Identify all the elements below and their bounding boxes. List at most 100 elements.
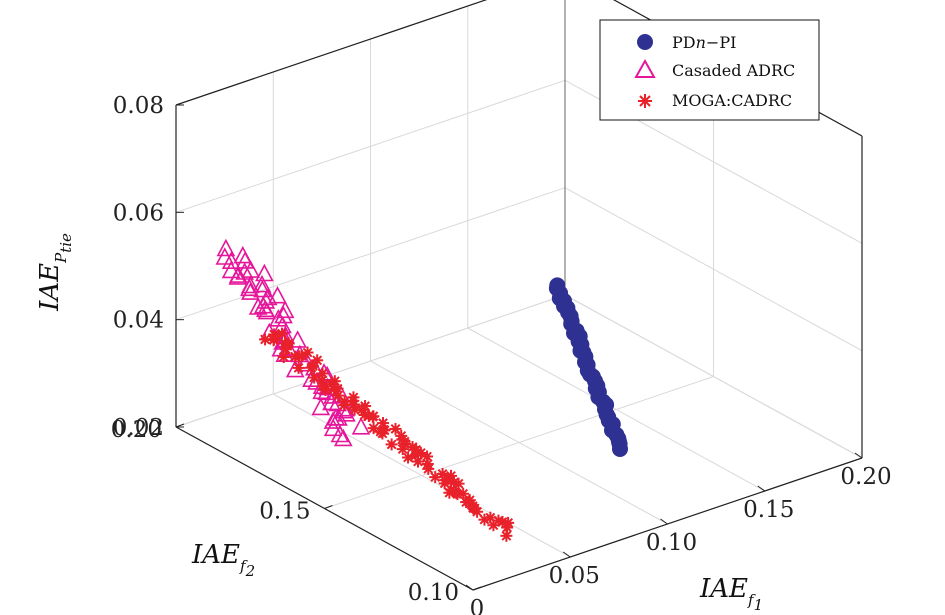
asterisk-stroke <box>332 383 343 394</box>
asterisk-stroke <box>320 385 331 395</box>
asterisk-stroke <box>277 328 287 339</box>
data-point-asterisk <box>367 410 380 423</box>
data-point-triangle <box>323 411 343 429</box>
data-point-triangle <box>235 251 255 269</box>
data-point-triangle <box>241 282 260 300</box>
data-point-asterisk <box>348 403 361 416</box>
asterisk-stroke <box>377 428 388 439</box>
data-point-asterisk <box>385 438 398 451</box>
side-grid-z <box>564 294 863 459</box>
data-point-asterisk <box>452 477 465 490</box>
legend-item-moga-cadrc: MOGA:CADRC <box>638 91 792 110</box>
legend-circle-marker <box>637 34 653 50</box>
x-tick-mark <box>465 584 474 591</box>
data-point-asterisk <box>295 349 308 362</box>
asterisk-stroke <box>422 459 433 469</box>
asterisk-stroke <box>397 444 408 455</box>
data-point-triangle <box>257 301 277 320</box>
z-tick-label: 0.04 <box>113 308 164 334</box>
asterisk-stroke <box>472 506 483 517</box>
data-point-triangle <box>215 247 235 265</box>
data-point-asterisk <box>451 488 464 501</box>
x-tick-mark <box>854 452 863 459</box>
data-point-triangle <box>322 392 341 411</box>
asterisk-stroke <box>430 472 441 483</box>
data-point-triangle <box>252 274 272 293</box>
data-point-triangle <box>240 278 259 297</box>
data-point-asterisk <box>402 451 415 464</box>
asterisk-stroke <box>306 362 317 373</box>
data-point-asterisk <box>315 374 328 387</box>
data-point-triangle <box>323 418 343 437</box>
asterisk-stroke <box>390 424 401 434</box>
data-point-triangle <box>351 417 371 435</box>
data-point-asterisk <box>331 382 344 395</box>
asterisk-stroke <box>268 335 279 345</box>
asterisk-stroke <box>316 375 327 386</box>
data-points <box>215 238 628 542</box>
y-tick-label: 0.20 <box>111 417 162 443</box>
asterisk-stroke <box>485 512 496 523</box>
asterisk-stroke <box>359 410 370 420</box>
legend-item-pdn-pi: PDn−PI <box>637 33 736 52</box>
data-point-asterisk <box>376 427 389 440</box>
data-point-asterisk <box>421 457 434 470</box>
data-point-triangle <box>275 300 295 319</box>
data-point-triangle <box>216 238 236 257</box>
y-tick-label: 0.15 <box>259 499 310 525</box>
tick-labels: 00.050.100.150.200.100.150.200.020.040.0… <box>111 93 892 615</box>
asterisk-stroke <box>403 452 413 463</box>
floor-grid-y <box>324 376 714 509</box>
asterisk-stroke <box>349 404 360 415</box>
data-point-triangle <box>253 279 272 298</box>
data-point-triangle <box>329 408 348 426</box>
svg-text:IAEf1: IAEf1 <box>699 574 763 614</box>
x-axis-label: IAEf1 <box>699 574 763 614</box>
z-tick-label: 0.02 <box>113 415 164 441</box>
data-point-asterisk <box>277 351 290 364</box>
back-grid-z <box>175 79 566 213</box>
svg-text:IAEf2: IAEf2 <box>191 540 255 580</box>
y-tick-mark <box>472 586 482 591</box>
data-point-asterisk <box>429 471 442 484</box>
asterisk-stroke <box>368 423 379 434</box>
asterisk-stroke <box>329 376 340 387</box>
x-tick-mark <box>562 551 571 558</box>
svg-text:PDn−PI: PDn−PI <box>672 33 736 52</box>
data-point-asterisk <box>396 443 409 456</box>
asterisk-stroke <box>446 484 457 495</box>
asterisk-stroke <box>501 530 512 541</box>
back-grid-z <box>175 294 566 428</box>
data-point-triangle <box>330 424 350 443</box>
x-tick-label: 0.10 <box>646 530 697 556</box>
asterisk-stroke <box>317 368 328 379</box>
y-tick-mark <box>324 505 333 509</box>
data-point-asterisk <box>281 338 294 351</box>
legend-box <box>599 19 820 121</box>
axes-frame <box>175 0 863 591</box>
data-point-triangle <box>288 330 307 348</box>
x-tick-label: 0.20 <box>840 464 891 490</box>
data-point-asterisk <box>305 361 318 374</box>
data-point-triangle <box>311 397 331 416</box>
data-point-asterisk <box>311 354 324 367</box>
x-tick-label: 0.05 <box>549 563 600 589</box>
data-point-asterisk <box>292 361 305 374</box>
data-point-triangle <box>221 251 241 270</box>
legend-asterisk-marker <box>638 94 652 108</box>
data-point-asterisk <box>500 529 513 542</box>
asterisk-stroke <box>493 515 504 526</box>
series-asterisk <box>259 327 515 542</box>
asterisk-stroke <box>386 439 397 450</box>
x-tick-mark <box>757 485 766 492</box>
data-point-asterisk <box>267 334 280 347</box>
asterisk-stroke <box>339 400 350 411</box>
asterisk-stroke <box>502 522 513 533</box>
legend: PDn−PI Casaded ADRC MOGA:CADRC <box>599 19 820 121</box>
z-axis-label: IAEPtie <box>35 233 75 312</box>
x-tick-mark <box>660 518 668 525</box>
legend-item-casaded-adrc: Casaded ADRC <box>634 58 795 80</box>
data-point-asterisk <box>412 455 425 468</box>
svg-text:MOGA:CADRC: MOGA:CADRC <box>672 91 792 110</box>
